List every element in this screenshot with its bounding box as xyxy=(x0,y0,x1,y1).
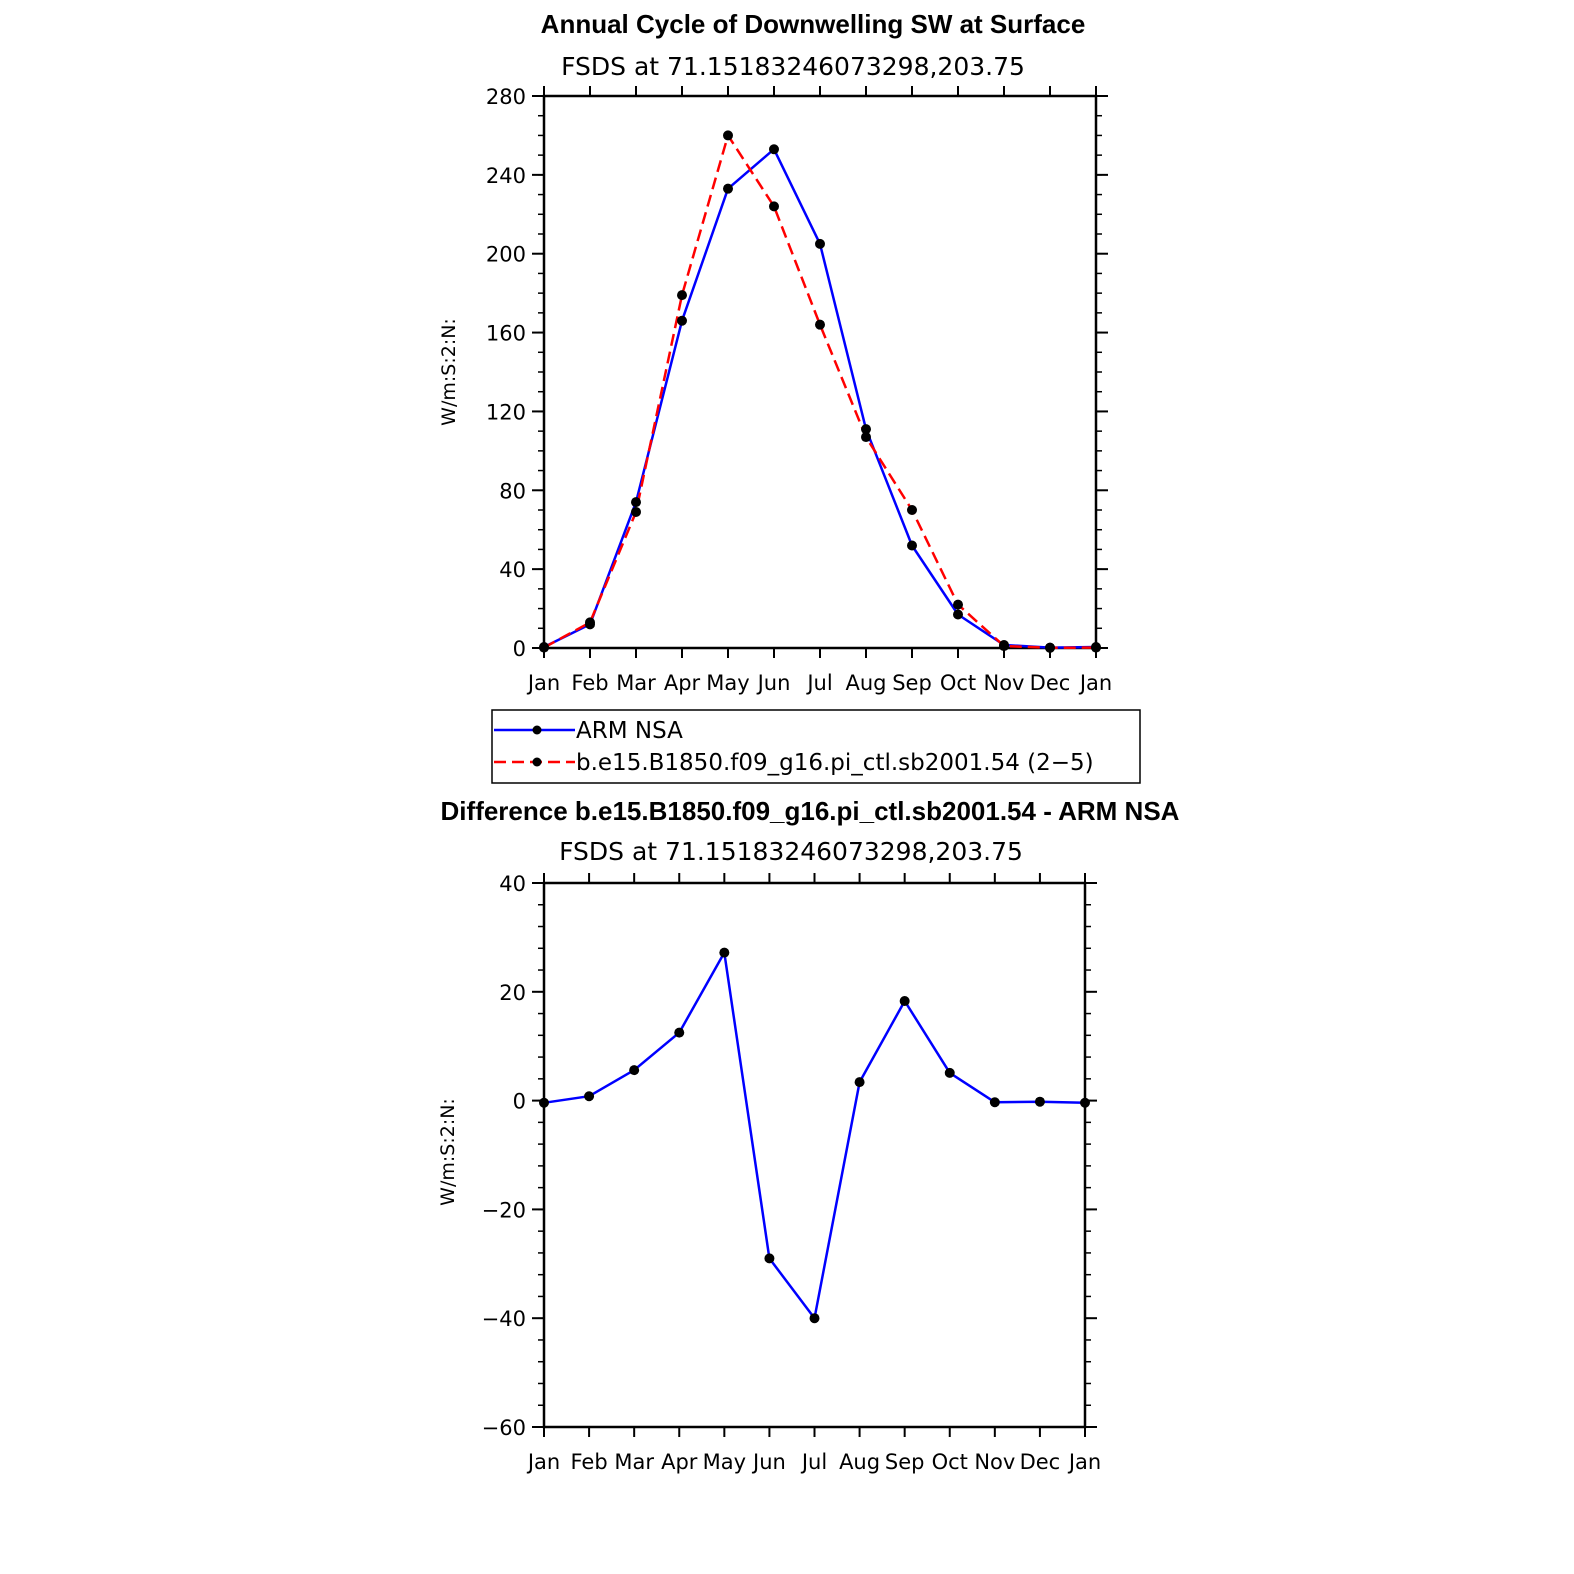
top-ytick-label: 120 xyxy=(486,400,526,424)
top-xtick-label: Nov xyxy=(984,671,1025,695)
top-chart-ylabel: W/m:S:2:N: xyxy=(438,318,460,426)
bottom-series-0-point xyxy=(854,1077,865,1088)
top-ytick-label: 160 xyxy=(486,322,526,346)
bottom-series-0-point xyxy=(674,1027,685,1038)
top-series-0-point xyxy=(677,315,687,326)
top-series-0-point xyxy=(907,540,917,551)
top-series-1-point xyxy=(953,599,963,610)
bottom-series-0-point xyxy=(1034,1096,1045,1107)
top-chart-title: Annual Cycle of Downwelling SW at Surfac… xyxy=(541,9,1086,39)
top-xtick-label: Aug xyxy=(845,671,886,695)
bottom-xtick-label: Jan xyxy=(526,1450,560,1474)
bottom-series-0-point xyxy=(809,1313,820,1324)
bottom-xtick-label: Jan xyxy=(1067,1450,1101,1474)
bottom-series-0-point xyxy=(719,947,730,958)
top-xtick-label: Jan xyxy=(1078,671,1112,695)
top-ytick-label: 80 xyxy=(499,479,526,503)
bottom-chart-subtitle: FSDS at 71.15183246073298,203.75 xyxy=(559,837,1023,866)
top-series-0-point xyxy=(953,609,963,620)
top-series-1-point xyxy=(585,617,595,628)
top-series-1-point xyxy=(1045,642,1055,653)
top-xtick-label: Jun xyxy=(756,671,791,695)
bottom-series-0-point xyxy=(539,1097,549,1108)
top-xtick-label: Sep xyxy=(892,671,932,695)
top-series-0-point xyxy=(723,183,733,194)
bottom-xtick-label: Mar xyxy=(614,1450,654,1474)
top-series-0-point xyxy=(815,238,825,249)
bottom-chart-ylabel: W/m:S:2:N: xyxy=(437,1098,459,1206)
bottom-xtick-label: Oct xyxy=(932,1450,968,1474)
top-ytick-label: 0 xyxy=(513,637,526,661)
top-ytick-label: 200 xyxy=(486,243,526,267)
top-series-1-point xyxy=(539,642,549,653)
top-xtick-label: Jan xyxy=(526,671,560,695)
top-xtick-label: Apr xyxy=(664,671,701,695)
top-series-0-point xyxy=(631,497,641,508)
top-series-1-point xyxy=(769,201,779,212)
bottom-series-0-point xyxy=(764,1253,775,1264)
top-xtick-label: Oct xyxy=(940,671,976,695)
legend-box xyxy=(491,709,1141,784)
top-chart-subtitle: FSDS at 71.15183246073298,203.75 xyxy=(561,52,1025,81)
bottom-ytick-label: 40 xyxy=(499,872,526,896)
top-ytick-label: 40 xyxy=(499,558,526,582)
top-xtick-label: Mar xyxy=(616,671,656,695)
top-series-1-line xyxy=(543,134,1097,650)
legend-label-arm-nsa: ARM NSA xyxy=(576,718,683,744)
top-series-0-point xyxy=(861,424,871,435)
top-series-1-point xyxy=(815,319,825,330)
legend: ARM NSA b.e15.B1850.f09_g16.pi_ctl.sb200… xyxy=(491,709,1141,784)
top-series-1-point xyxy=(723,130,733,141)
bottom-xtick-label: Aug xyxy=(839,1450,880,1474)
bottom-ytick-label: 20 xyxy=(499,981,526,1005)
bottom-series-0-line xyxy=(543,951,1086,1320)
top-series-1-point xyxy=(1091,642,1101,653)
top-series-1-point xyxy=(677,290,687,301)
bottom-series-0-point xyxy=(1080,1097,1090,1108)
bottom-xtick-label: Sep xyxy=(885,1450,925,1474)
bottom-chart-plot: Jan Feb Mar Apr May Jun Jul Aug Sep Oct Nov Dec Jan−… xyxy=(482,872,1102,1474)
bottom-xtick-label: Dec xyxy=(1020,1450,1061,1474)
top-series-0-point xyxy=(769,144,779,155)
legend-marker-model xyxy=(532,757,542,767)
top-xtick-label: Dec xyxy=(1030,671,1071,695)
top-xtick-label: Feb xyxy=(571,671,608,695)
bottom-series-0-point xyxy=(584,1091,595,1102)
top-xtick-label: May xyxy=(706,671,749,695)
bottom-plot-frame xyxy=(542,881,1087,1429)
top-xtick-label: Jul xyxy=(805,671,832,695)
bottom-series-0-point xyxy=(944,1067,955,1078)
bottom-series-0-point xyxy=(629,1065,640,1076)
top-ytick-label: 240 xyxy=(486,164,526,188)
bottom-xtick-label: Jun xyxy=(751,1450,786,1474)
top-series-1-point xyxy=(631,506,641,517)
legend-label-model: b.e15.B1850.f09_g16.pi_ctl.sb2001.54 (2−… xyxy=(576,750,1094,776)
bottom-chart-title: Difference b.e15.B1850.f09_g16.pi_ctl.sb… xyxy=(441,796,1180,826)
bottom-xtick-label: Jul xyxy=(800,1450,827,1474)
bottom-xtick-label: Apr xyxy=(661,1450,698,1474)
top-series-0-line xyxy=(543,147,1097,649)
legend-marker-arm-nsa xyxy=(532,725,542,735)
bottom-ytick-label: 0 xyxy=(513,1090,526,1114)
top-series-1-point xyxy=(907,505,917,515)
bottom-ytick-label: −40 xyxy=(482,1307,526,1331)
top-series-1-point xyxy=(861,432,871,443)
bottom-series-0-point xyxy=(989,1097,1000,1108)
bottom-xtick-label: Nov xyxy=(974,1450,1015,1474)
top-chart-plot: Jan Feb Mar Apr May Jun Jul Aug Sep Oct Nov Dec Jan0… xyxy=(486,85,1112,695)
bottom-ytick-label: −20 xyxy=(482,1198,526,1222)
bottom-xtick-label: May xyxy=(703,1450,746,1474)
bottom-xtick-label: Feb xyxy=(570,1450,607,1474)
top-plot-frame xyxy=(542,94,1098,650)
top-ytick-label: 280 xyxy=(486,85,526,109)
bottom-series-0-point xyxy=(899,996,910,1007)
bottom-ytick-label: −60 xyxy=(482,1416,526,1440)
top-series-1-point xyxy=(999,641,1009,652)
